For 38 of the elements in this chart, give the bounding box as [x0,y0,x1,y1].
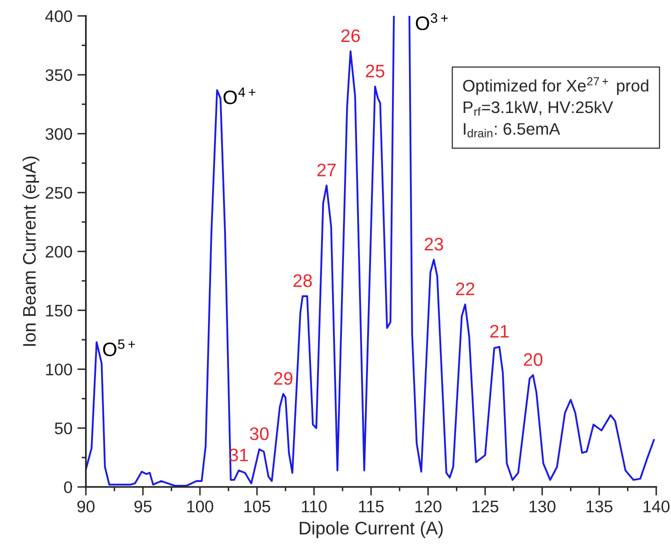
annotation: 23 [424,238,444,251]
annotation: 25 [366,64,384,78]
annotation: 20 [524,353,542,366]
annotation: 26 [341,29,360,42]
x-tick-label: 135 [586,500,612,512]
annotation: Optimized for Xe$^{27+}$ prod [463,77,648,95]
x-tick-label: 120 [415,500,442,512]
annotation: P$_{rf}$=3.1kW, HV:25kV [464,100,614,116]
annotation: 28 [293,274,312,288]
y-tick-label: 50 [54,422,72,434]
annotation: 27 [317,164,336,176]
y-tick-label: 250 [46,186,72,199]
y-tick-label: 150 [46,304,72,317]
x-tick-label: 115 [359,500,384,512]
x-tick-label: 100 [187,500,214,512]
x-tick-label: 95 [134,500,152,512]
x-tick-label: 125 [472,500,498,512]
x-tick-label: 105 [244,500,270,512]
x-tick-label: 110 [302,500,327,512]
y-axis-title: Ion Beam Current (eμA) [22,156,40,346]
y-tick-label: 300 [46,128,72,140]
x-axis-title: Dipole Current (A) [300,521,443,538]
x-tick-label: 90 [77,500,95,512]
annotation: 22 [456,282,474,296]
y-tick-label: 350 [46,69,72,82]
annotation: O$^{3+}$ [416,13,448,30]
y-tick-label: 100 [46,364,72,376]
annotation: 29 [274,372,292,385]
annotation: O$^{5+}$ [103,339,135,356]
y-tick-label: 200 [46,246,72,258]
annotation: I$_{drain}$: 6.5emA [464,123,560,138]
y-tick-label: 400 [45,10,72,22]
annotation: O$^{4+}$ [224,87,256,104]
x-tick-label: 130 [530,500,556,512]
x-tick-label: 140 [644,500,670,512]
y-tick-label: 0 [64,481,72,494]
annotation: 21 [490,324,509,338]
annotation: 30 [250,427,269,440]
